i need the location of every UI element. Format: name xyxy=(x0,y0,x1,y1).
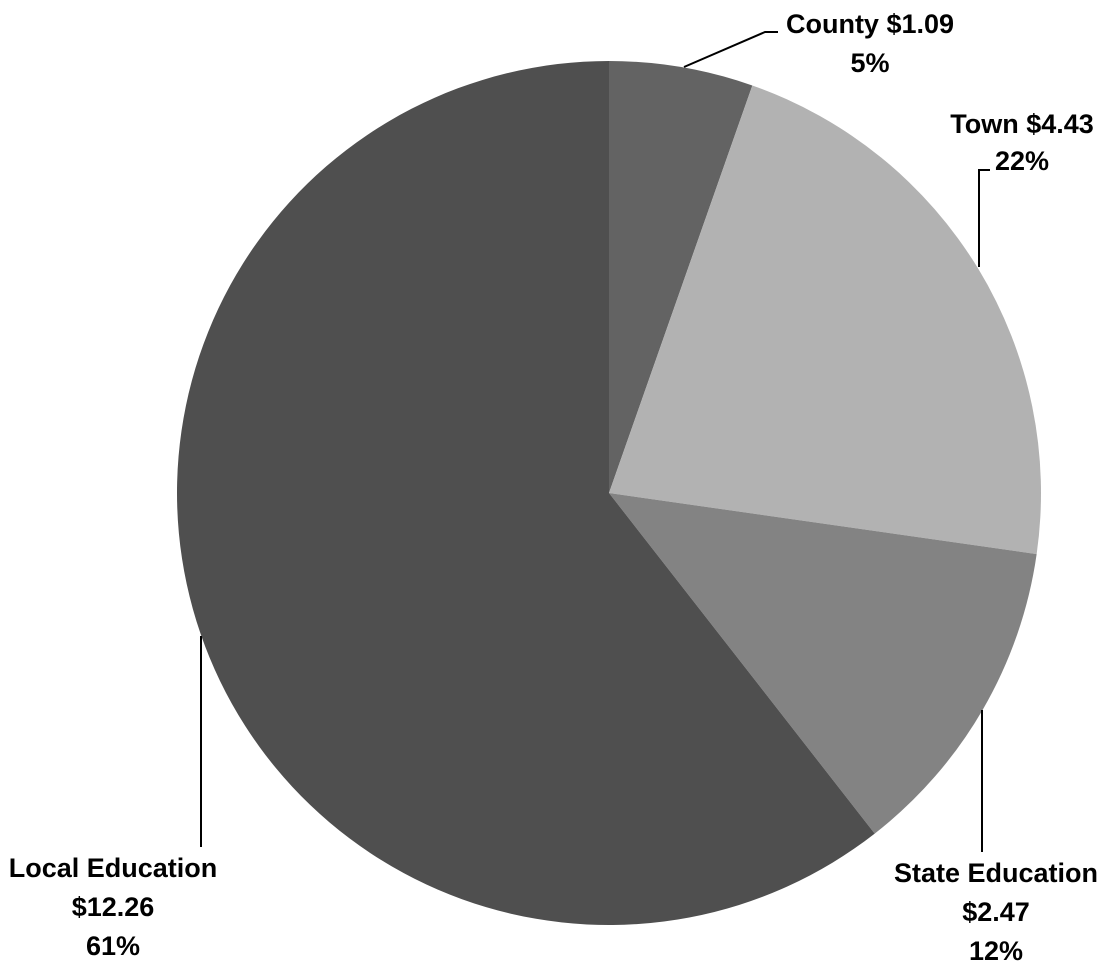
data-label-state-education-line-1: State Education xyxy=(894,858,1098,888)
leader-lines xyxy=(200,31,990,852)
pie-slice-local-education xyxy=(177,61,875,925)
data-labels: County $1.09 5% Town $4.43 22% State Educati… xyxy=(9,9,1098,966)
data-label-town-line-1: Town $4.43 xyxy=(950,109,1094,139)
data-label-local-education-line-1: Local Education xyxy=(9,853,218,883)
pie-slice-town xyxy=(609,85,1041,555)
leader-line-county xyxy=(683,31,778,68)
data-label-state-education-line-2: $2.47 xyxy=(962,897,1030,927)
pie-slice-state-education xyxy=(609,493,1037,834)
data-label-county-line-2: 5% xyxy=(850,48,889,78)
data-label-state-education-line-3: 12% xyxy=(969,936,1023,966)
data-label-local-education-line-2: $12.26 xyxy=(72,892,155,922)
pie-slice-county xyxy=(609,60,753,493)
leader-line-town xyxy=(978,169,990,267)
data-label-county-line-1: County $1.09 xyxy=(786,9,954,39)
data-label-town-line-2: 22% xyxy=(995,146,1049,176)
pie-slices xyxy=(177,60,1041,925)
data-label-local-education-line-3: 61% xyxy=(86,931,140,961)
